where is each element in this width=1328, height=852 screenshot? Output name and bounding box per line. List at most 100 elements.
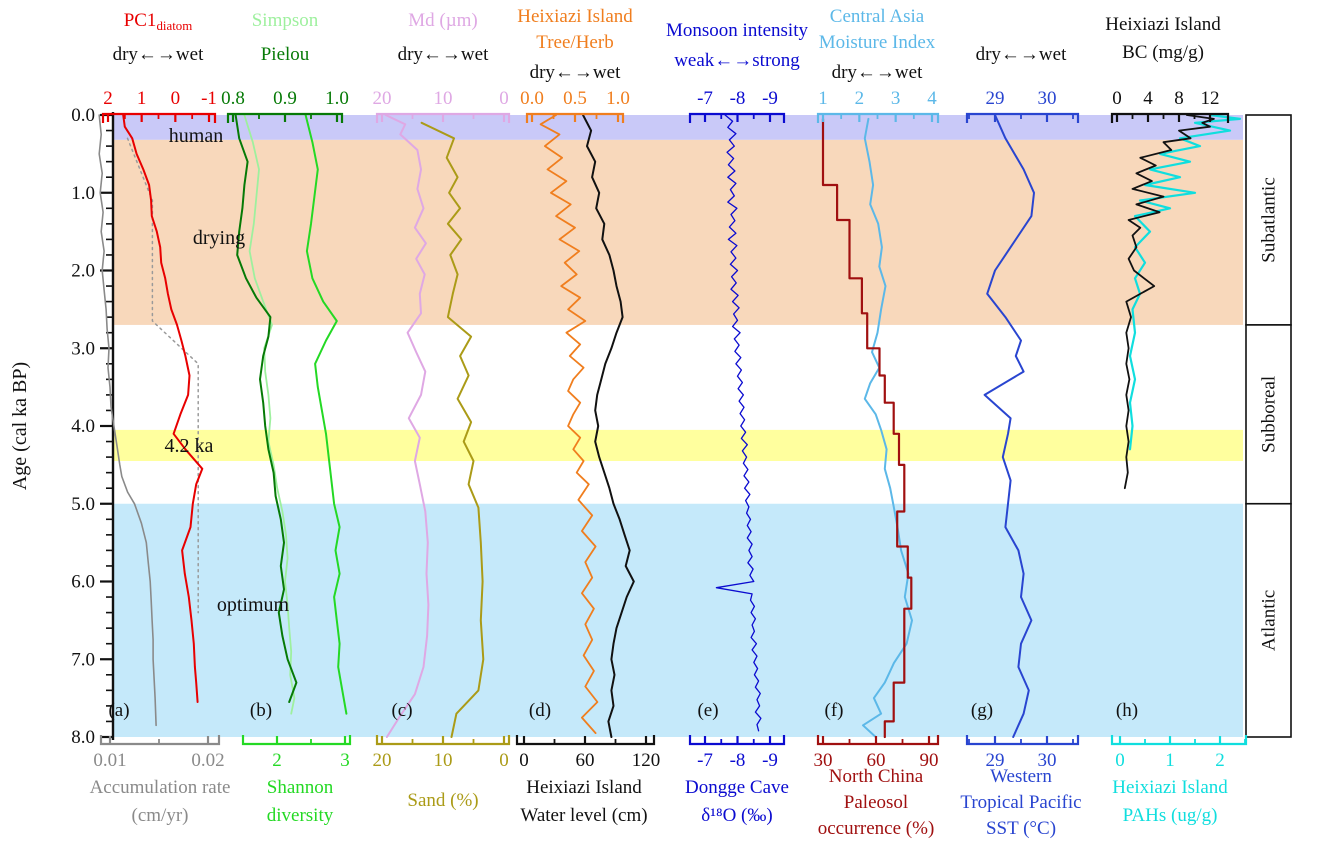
panel-b-footer: diversity — [267, 805, 334, 826]
series-paleosol-occurrence — [821, 117, 913, 739]
epoch-box-subboreal — [1245, 324, 1292, 505]
optimum-band — [113, 503, 1243, 737]
panel-e-footer: δ¹⁸O (‰) — [701, 805, 772, 826]
panel-e-top-axis-tick-label: -7 — [697, 88, 713, 109]
panel-e-footer: Dongge Cave — [685, 777, 789, 798]
panel-d-bottom-axis-tick-label: 120 — [632, 750, 661, 771]
panel-a-header: PC1diatom — [124, 10, 193, 33]
age-tick-label: 6.0 — [71, 572, 95, 593]
series-md-grain-size — [384, 114, 430, 738]
panel-h-bottom-axis — [1110, 735, 1248, 746]
panel-h-footer: PAHs (ug/g) — [1123, 805, 1218, 826]
age-tick-label: 5.0 — [71, 494, 95, 515]
panel-d-header: dry←→wet — [530, 62, 621, 83]
panel-d-top-axis-tick-label: 0.5 — [563, 88, 587, 109]
panel-g-footer: Western — [990, 766, 1052, 787]
panel-g-top-axis-tick-label: 29 — [986, 88, 1005, 109]
panel-letter-h: (h) — [1116, 700, 1138, 721]
epoch-label-subboreal: Subboreal — [1259, 376, 1280, 453]
panel-a — [98, 114, 204, 727]
panel-f-top-axis-tick-label: 3 — [891, 88, 901, 109]
panel-h-top-axis-tick-label: 8 — [1174, 88, 1184, 109]
panel-b-header: Simpson — [252, 10, 319, 31]
panel-f — [821, 117, 913, 739]
panel-g-top-axis — [965, 112, 1080, 123]
epoch-box-atlantic — [1245, 502, 1292, 738]
panel-a-bottom-axis-tick-label: 0.02 — [191, 750, 224, 771]
panel-g-bottom-axis-tick-label: 29 — [986, 750, 1005, 771]
panel-h — [1123, 113, 1242, 490]
panel-d — [539, 114, 635, 738]
panel-g-footer: Tropical Pacific — [960, 792, 1081, 813]
panel-g-header: dry←→wet — [976, 44, 1067, 65]
panel-f-top-axis-tick-label: 1 — [818, 88, 828, 109]
panel-a-header: dry←→wet — [113, 44, 204, 65]
series-pc1-reference — [126, 137, 199, 614]
panel-e — [715, 114, 762, 732]
panel-g-footer: SST (°C) — [986, 818, 1056, 839]
panel-a-top-axis-tick-label: -1 — [201, 88, 217, 109]
panel-a-top-axis-tick-label: 2 — [103, 88, 113, 109]
panel-f-header: Central Asia — [830, 6, 925, 27]
series-pielou — [234, 114, 298, 703]
panel-b — [234, 114, 348, 715]
panel-c-header: dry←→wet — [398, 44, 489, 65]
panel-g-bottom-axis-tick-label: 30 — [1038, 750, 1057, 771]
panel-letter-b: (b) — [250, 700, 272, 721]
panel-g — [983, 114, 1035, 738]
panel-a-footer: (cm/yr) — [132, 805, 189, 826]
panel-b-bottom-axis — [241, 735, 352, 746]
panel-h-top-axis-tick-label: 4 — [1143, 88, 1153, 109]
series-sand-percent — [420, 121, 485, 738]
panel-c — [384, 114, 485, 738]
age-tick-label: 8.0 — [71, 727, 95, 748]
panel-e-bottom-axis-tick-label: -9 — [762, 750, 778, 771]
panel-letter-g: (g) — [971, 700, 993, 721]
panel-g-top-axis-tick-label: 30 — [1038, 88, 1057, 109]
panel-d-footer: Water level (cm) — [520, 805, 647, 826]
panel-e-bottom-axis-tick-label: -7 — [697, 750, 713, 771]
epoch-label-subatlantic: Subatlantic — [1259, 177, 1280, 262]
annotation-human: human — [169, 125, 223, 147]
panel-h-footer: Heixiazi Island — [1112, 777, 1228, 798]
panel-f-bottom-axis-tick-label: 60 — [867, 750, 886, 771]
panel-h-top-axis-tick-label: 0 — [1112, 88, 1122, 109]
panel-c-bottom-axis-tick-label: 0 — [499, 750, 509, 771]
panel-d-footer: Heixiazi Island — [526, 777, 642, 798]
age-axis-title: Age (cal ka BP) — [9, 362, 31, 490]
age-tick-label: 7.0 — [71, 649, 95, 670]
age-tick-label: 0.0 — [71, 105, 95, 126]
panel-b-top-axis-tick-label: 0.9 — [273, 88, 297, 109]
panel-a-top-axis-tick-label: 0 — [171, 88, 181, 109]
panel-d-top-axis-tick-label: 0.0 — [520, 88, 544, 109]
panel-d-bottom-axis-tick-label: 0 — [519, 750, 529, 771]
panel-b-bottom-axis-tick-label: 2 — [272, 750, 282, 771]
series-pahs — [1128, 113, 1242, 451]
series-water-level — [582, 114, 635, 738]
panel-d-top-axis-tick-label: 1.0 — [606, 88, 630, 109]
panel-h-top-axis-tick-label: 12 — [1201, 88, 1220, 109]
panel-b-top-axis-tick-label: 0.8 — [221, 88, 245, 109]
panel-letter-e: (e) — [697, 700, 718, 721]
panel-a-bottom-axis — [99, 735, 221, 746]
series-pc1-diatom — [122, 114, 204, 703]
panel-h-bottom-axis-tick-label: 2 — [1215, 750, 1225, 771]
human-band — [113, 115, 1243, 140]
panel-d-header: Heixiazi Island — [517, 6, 633, 27]
panel-a-top-axis-tick-label: 1 — [137, 88, 147, 109]
series-accumulation-rate — [98, 114, 157, 727]
series-simpson — [243, 114, 296, 715]
panel-b-bottom-axis-tick-label: 3 — [340, 750, 350, 771]
42ka-band — [113, 429, 1243, 461]
annotation-4-2-ka: 4.2 ka — [165, 435, 214, 457]
panel-d-bottom-axis-tick-label: 60 — [576, 750, 595, 771]
age-tick-label: 4.0 — [71, 416, 95, 437]
panel-d-header: Tree/Herb — [536, 32, 613, 53]
panel-letter-a: (a) — [108, 700, 129, 721]
age-tick-label: 1.0 — [71, 183, 95, 204]
series-tree-herb-ratio — [539, 114, 599, 734]
panel-c-bottom-axis-tick-label: 20 — [373, 750, 392, 771]
series-central-asia-moisture — [862, 117, 913, 738]
